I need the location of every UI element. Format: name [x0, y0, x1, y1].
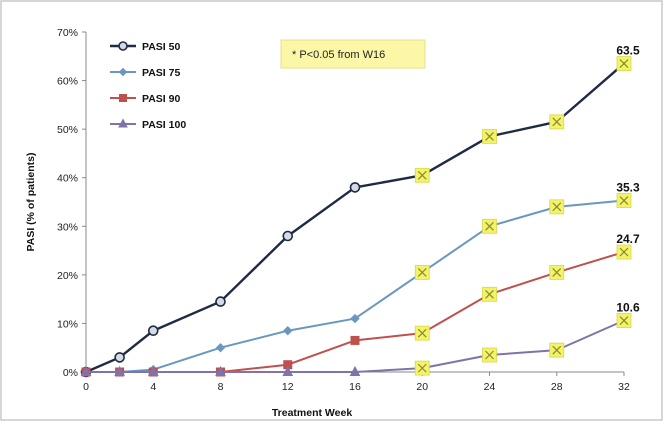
y-tick-label: 40% — [57, 173, 78, 185]
y-tick-label: 50% — [57, 124, 78, 136]
legend-item: PASI 100 — [110, 118, 186, 131]
significance-note-text: * P<0.05 from W16 — [292, 49, 385, 61]
series-line — [86, 319, 625, 373]
data-point — [283, 326, 293, 336]
legend-item: PASI 90 — [110, 93, 180, 105]
data-point — [114, 365, 125, 376]
data-point — [215, 343, 226, 353]
series-line — [86, 199, 625, 373]
significance-cross — [417, 363, 427, 373]
significance-note-box — [280, 39, 426, 69]
y-tick-label: 0% — [63, 367, 78, 379]
y-axis-label: PASI (% of patients) — [25, 153, 37, 252]
significance-cross — [619, 316, 629, 325]
x-tick-label: 28 — [551, 381, 563, 393]
legend-label: PASI 90 — [142, 93, 180, 105]
series-line — [85, 62, 625, 374]
data-point — [282, 365, 294, 376]
significance-cross — [485, 350, 494, 360]
significance-cross — [485, 289, 494, 299]
significance-cross — [619, 247, 629, 257]
data-point — [147, 365, 159, 376]
x-tick-label: 4 — [150, 381, 156, 393]
significance-cross — [552, 268, 562, 277]
series-layer: 63.5 35.3 24.7 10.6 — [80, 44, 640, 378]
x-tick-label: 8 — [218, 381, 224, 393]
data-point — [80, 365, 92, 376]
y-tick-label: 10% — [57, 318, 78, 330]
end-value-label: 63.5 — [616, 44, 640, 58]
data-point — [118, 67, 128, 77]
significance-cross — [485, 132, 494, 141]
significance-cross — [619, 196, 629, 205]
data-point — [350, 335, 360, 345]
legend: PASI 50 PASI 75 PASI 90 PASI 100 — [110, 41, 186, 131]
x-tick-label: 32 — [618, 381, 630, 393]
x-tick-label: 0 — [83, 381, 89, 393]
significance-cross — [417, 170, 427, 180]
x-tick-label: 24 — [484, 381, 496, 393]
end-value-label: 35.3 — [616, 181, 640, 195]
significance-cross — [485, 221, 494, 231]
significance-cross — [552, 202, 562, 212]
end-value-label: 24.7 — [616, 232, 640, 246]
data-point — [215, 296, 226, 307]
data-point — [147, 325, 159, 337]
legend-label: PASI 50 — [142, 41, 180, 53]
x-tick-label: 16 — [349, 381, 361, 393]
legend-item: PASI 75 — [110, 67, 180, 79]
data-point — [118, 118, 128, 128]
y-tick-label: 20% — [57, 270, 78, 282]
data-point — [350, 313, 360, 324]
data-point — [119, 94, 127, 102]
x-tick-label: 20 — [416, 381, 428, 393]
y-tick-label: 30% — [57, 221, 78, 233]
data-point — [349, 182, 361, 193]
significance-cross — [417, 328, 427, 338]
significance-cross — [417, 268, 427, 277]
data-point — [215, 365, 226, 376]
significance-cross — [552, 117, 562, 127]
series-pasi-100: 10.6 — [80, 301, 640, 376]
x-tick-label: 12 — [282, 381, 294, 393]
data-point — [349, 365, 361, 376]
legend-label: PASI 75 — [142, 67, 180, 79]
y-tick-label: 70% — [57, 27, 78, 39]
significance-cross — [619, 59, 629, 68]
data-point — [114, 352, 125, 363]
end-value-label: 10.6 — [616, 301, 640, 315]
legend-item: PASI 50 — [110, 41, 180, 53]
series-line — [86, 251, 625, 373]
significance-note: * P<0.05 from W16 — [280, 39, 426, 69]
data-point — [282, 230, 294, 242]
axes-layer: 0% 10% 20% 30% 40% 50% 60% 70% 0 4 8 12 16 20 24 28 32 — [57, 27, 630, 393]
legend-label: PASI 100 — [142, 119, 186, 131]
x-axis-label: Treatment Week — [272, 407, 352, 419]
y-tick-label: 60% — [57, 76, 78, 88]
significance-cross — [552, 345, 562, 355]
data-point — [118, 41, 128, 51]
